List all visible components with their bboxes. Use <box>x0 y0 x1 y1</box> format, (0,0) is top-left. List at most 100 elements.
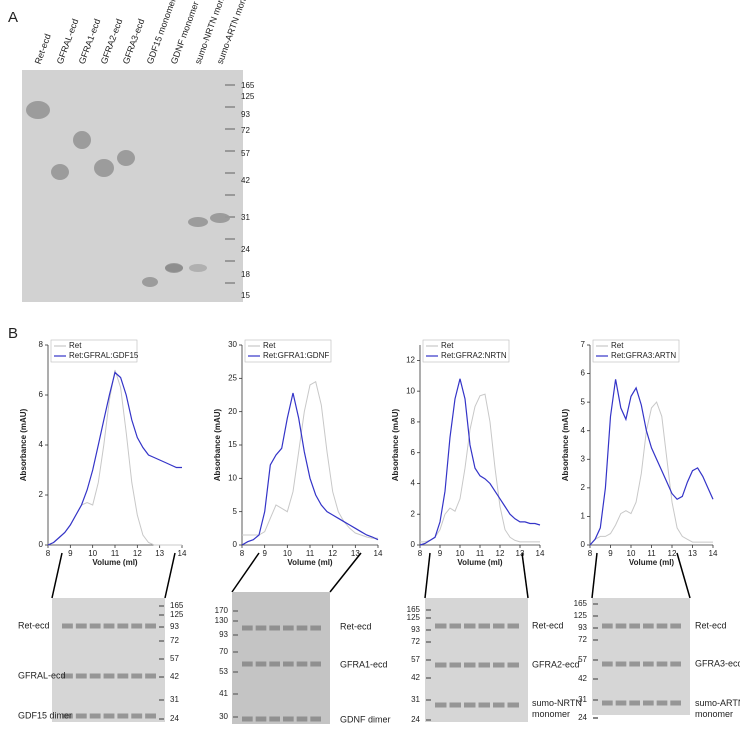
band-label: GDF15 dimer <box>18 710 72 720</box>
x-tick-label: 8 <box>418 549 423 558</box>
marker-band <box>225 172 235 174</box>
gel-band <box>145 673 156 679</box>
gel-band <box>464 623 476 629</box>
marker-label: 93 <box>411 625 420 634</box>
marker-label: 41 <box>219 689 228 698</box>
marker-label: 42 <box>411 673 420 682</box>
gel-band <box>242 716 253 722</box>
y-tick-label: 0 <box>233 540 238 549</box>
legend-label: Ret <box>611 341 624 350</box>
gel-image <box>592 598 690 715</box>
gel-band <box>629 700 640 706</box>
gel-band <box>283 716 294 722</box>
x-tick-label: 14 <box>709 549 718 558</box>
y-tick-label: 3 <box>581 454 586 463</box>
y-tick-label: 20 <box>228 407 237 416</box>
gel-band <box>310 661 321 667</box>
gel-band <box>435 702 447 708</box>
marker-band <box>593 639 598 641</box>
gel-band <box>269 716 280 722</box>
marker-label: 31 <box>578 695 587 704</box>
connector <box>521 552 529 599</box>
marker-band <box>159 718 164 720</box>
y-tick-label: 10 <box>228 473 237 482</box>
y-tick-label: 6 <box>411 448 416 457</box>
gel-band <box>478 623 490 629</box>
gel-band <box>51 164 69 180</box>
marker-label: 24 <box>578 713 587 722</box>
marker-label: 125 <box>407 613 421 622</box>
marker-label: 31 <box>170 695 179 704</box>
gel-band <box>629 661 640 667</box>
marker-band <box>225 194 235 196</box>
band-label: GFRA3-ecd <box>695 658 740 668</box>
band-label: GFRA2-ecd <box>532 659 580 669</box>
y-axis-label: Absorbance (mAU) <box>213 408 222 481</box>
marker-band <box>593 699 598 701</box>
x-tick-label: 12 <box>328 549 337 558</box>
x-tick-label: 11 <box>306 549 315 558</box>
marker-band <box>593 678 598 680</box>
marker-label: 165 <box>170 601 184 610</box>
legend-label: Ret <box>441 341 454 350</box>
gel-band <box>493 662 505 668</box>
gel-band <box>131 673 143 679</box>
gel-band <box>283 661 294 667</box>
x-tick-label: 9 <box>262 549 267 558</box>
marker-band <box>159 640 164 642</box>
y-tick-label: 1 <box>581 512 586 521</box>
band-label: monomer <box>532 709 570 719</box>
y-tick-label: 0 <box>39 540 44 549</box>
marker-label: 165 <box>407 605 421 614</box>
x-tick-label: 12 <box>496 549 505 558</box>
y-axis-label: Absorbance (mAU) <box>391 408 400 481</box>
connector <box>591 552 598 599</box>
gel-band <box>615 700 627 706</box>
legend-label: Ret:GFRA3:ARTN <box>611 351 676 360</box>
series-line <box>47 371 182 546</box>
gel-band <box>103 673 115 679</box>
gel-band <box>296 661 308 667</box>
marker-band <box>593 717 598 719</box>
x-tick-label: 14 <box>536 549 545 558</box>
gel-band <box>142 277 158 287</box>
connector <box>676 552 691 599</box>
marker-label: 93 <box>578 623 587 632</box>
gel-band <box>310 625 321 631</box>
lane-label: Ret-ecd <box>33 32 53 65</box>
marker-label: 93 <box>170 622 179 631</box>
series-line <box>47 369 182 546</box>
gel-band <box>26 101 50 119</box>
gel-band <box>507 702 519 708</box>
marker-band <box>225 128 235 130</box>
y-axis-label: Absorbance (mAU) <box>19 408 28 481</box>
marker-label: 72 <box>578 635 587 644</box>
marker-band <box>233 651 238 653</box>
gel-band <box>310 716 321 722</box>
marker-label: 30 <box>219 712 228 721</box>
gel-band <box>670 700 681 706</box>
y-tick-label: 5 <box>233 507 238 516</box>
connector <box>51 552 63 599</box>
marker-label: 42 <box>170 672 179 681</box>
gel-band <box>615 661 627 667</box>
gel-band <box>269 661 280 667</box>
y-tick-label: 2 <box>581 483 586 492</box>
marker-band <box>159 614 164 616</box>
x-axis-label: Volume (ml) <box>629 558 675 567</box>
gel-band <box>210 213 230 223</box>
gel-band <box>117 713 129 719</box>
gel-band <box>75 673 87 679</box>
gel-band <box>73 131 91 149</box>
marker-label: 57 <box>411 655 420 664</box>
legend-label: Ret:GFRA1:GDNF <box>263 351 329 360</box>
gel-band <box>103 713 115 719</box>
x-tick-label: 13 <box>688 549 697 558</box>
legend-label: Ret <box>263 341 276 350</box>
gel-band <box>103 623 115 629</box>
marker-band <box>426 699 431 701</box>
gel-band <box>242 625 253 631</box>
marker-label: 24 <box>411 715 420 724</box>
marker-band <box>426 677 431 679</box>
gel-band <box>117 623 129 629</box>
